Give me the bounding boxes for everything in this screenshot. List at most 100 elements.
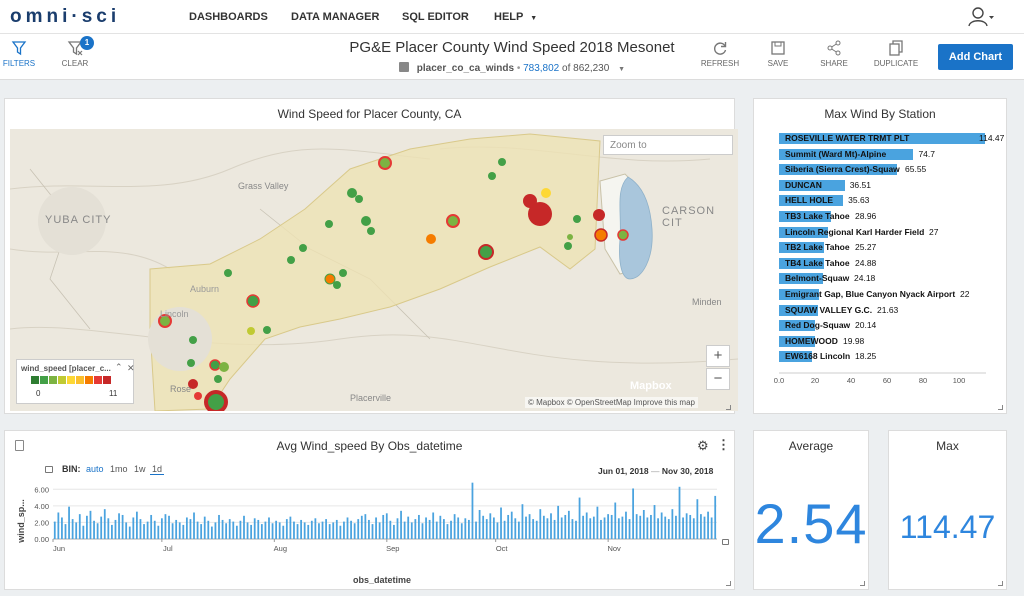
timeseries-bar[interactable] — [196, 521, 199, 539]
timeseries-bar[interactable] — [296, 524, 299, 539]
timeseries-bar[interactable] — [189, 519, 192, 539]
timeseries-bar[interactable] — [243, 515, 245, 539]
timeseries-bar[interactable] — [625, 511, 627, 539]
timeseries-bar[interactable] — [385, 513, 388, 539]
timeseries-bar[interactable] — [507, 514, 510, 539]
timeseries-bar[interactable] — [468, 519, 470, 539]
save-button[interactable]: SAVE — [748, 40, 808, 68]
timeseries-bar[interactable] — [503, 520, 506, 539]
nav-dashboards[interactable]: DASHBOARDS — [189, 11, 268, 23]
timeseries-bar[interactable] — [139, 519, 142, 539]
timeseries-bar[interactable] — [289, 516, 292, 539]
timeseries-bar[interactable] — [607, 514, 610, 539]
timeseries-bar[interactable] — [321, 521, 324, 539]
timeseries-bar[interactable] — [492, 517, 495, 539]
timeseries-bar[interactable] — [71, 519, 74, 539]
timeseries-bar[interactable] — [617, 518, 620, 539]
timeseries-bar[interactable] — [585, 512, 588, 539]
timeseries-bar[interactable] — [307, 524, 310, 539]
timeseries-bar[interactable] — [175, 519, 178, 539]
timeseries-bar[interactable] — [603, 517, 606, 539]
timeseries-bar[interactable] — [207, 520, 210, 539]
station-bar-row[interactable]: Emigrant Gap, Blue Canyon Nyack Airport 2… — [779, 289, 1004, 300]
timeseries-bar[interactable] — [375, 517, 377, 539]
timeseries-bar[interactable] — [268, 517, 270, 539]
timeseries-bar[interactable] — [235, 525, 238, 539]
timeseries-bar[interactable] — [714, 495, 717, 539]
resize-handle[interactable] — [726, 405, 731, 410]
timeseries-bar[interactable] — [257, 519, 260, 539]
more-menu-icon[interactable]: ⋮ — [717, 437, 730, 452]
timeseries-bar[interactable] — [432, 512, 435, 539]
timeseries-bar[interactable] — [364, 514, 367, 539]
timeseries-bar[interactable] — [78, 514, 81, 539]
timeseries-bar[interactable] — [132, 517, 135, 539]
timeseries-bar[interactable] — [93, 520, 95, 539]
timeseries-bar[interactable] — [89, 510, 92, 539]
timeseries-bar[interactable] — [703, 516, 706, 539]
timeseries-bar[interactable] — [389, 520, 392, 539]
timeseries-bar[interactable] — [328, 524, 331, 539]
timeseries-bar[interactable] — [96, 523, 99, 539]
timeseries-bar[interactable] — [682, 517, 684, 539]
bin-option-auto[interactable]: auto — [86, 464, 104, 474]
nav-help[interactable]: HELP ▼ — [494, 11, 537, 23]
timeseries-bar[interactable] — [53, 521, 56, 539]
timeseries-bar[interactable] — [550, 513, 552, 539]
timeseries-bar[interactable] — [100, 516, 103, 539]
timeseries-bar[interactable] — [560, 517, 563, 539]
timeseries-bar[interactable] — [218, 514, 220, 539]
timeseries-bar[interactable] — [557, 505, 560, 539]
timeseries-bar[interactable] — [700, 514, 702, 539]
timeseries-bar[interactable] — [514, 518, 517, 539]
timeseries-bar[interactable] — [371, 524, 374, 539]
zoom-out-button[interactable]: − — [706, 368, 730, 390]
timeseries-bar[interactable] — [421, 523, 424, 539]
date-range[interactable]: Jun 01, 2018 — Nov 30, 2018 — [598, 466, 713, 476]
timeseries-bar[interactable] — [532, 519, 535, 539]
timeseries-bar[interactable] — [667, 519, 670, 539]
timeseries-bar[interactable] — [546, 518, 549, 539]
timeseries-bar[interactable] — [578, 497, 581, 539]
bin-option-1d[interactable]: 1d — [150, 464, 165, 475]
filters-button[interactable]: FILTERS — [0, 40, 49, 68]
timeseries-bar[interactable] — [278, 522, 281, 539]
timeseries-bar[interactable] — [646, 517, 649, 539]
station-bar-row[interactable]: SQUAW VALLEY G.C. 21.63 — [779, 304, 1004, 316]
timeseries-bar[interactable] — [500, 507, 502, 539]
timeseries-bar[interactable] — [685, 513, 688, 539]
timeseries-bar[interactable] — [496, 522, 499, 539]
timeseries-bar[interactable] — [86, 515, 88, 539]
timeseries-bar[interactable] — [639, 515, 642, 539]
timeseries-bar[interactable] — [642, 510, 645, 539]
timeseries-bar[interactable] — [521, 504, 524, 539]
timeseries-bar[interactable] — [678, 486, 681, 539]
timeseries-bar[interactable] — [221, 519, 224, 539]
timeseries-bar[interactable] — [403, 521, 406, 539]
timeseries-bar[interactable] — [414, 519, 417, 539]
timeseries-bar[interactable] — [157, 525, 160, 539]
add-chart-button[interactable]: Add Chart — [938, 44, 1013, 70]
timeseries-bar[interactable] — [253, 518, 256, 539]
timeseries-bar[interactable] — [428, 519, 431, 539]
timeseries-bar[interactable] — [300, 519, 302, 539]
map-attribution[interactable]: © Mapbox © OpenStreetMap Improve this ma… — [525, 397, 698, 408]
timeseries-bar[interactable] — [61, 517, 63, 539]
timeseries-bar[interactable] — [453, 514, 456, 539]
timeseries-bar[interactable] — [118, 513, 120, 539]
timeseries-bar[interactable] — [575, 520, 577, 539]
table-selector[interactable]: placer_co_ca_winds • 783,802 of 862,230 … — [0, 62, 1024, 74]
resize-handle[interactable] — [726, 581, 731, 586]
timeseries-bar[interactable] — [696, 499, 699, 539]
timeseries-bar[interactable] — [136, 511, 138, 539]
timeseries-bar[interactable] — [246, 522, 249, 539]
timeseries-bar[interactable] — [528, 514, 531, 539]
timeseries-bar[interactable] — [332, 522, 335, 539]
timeseries-bar[interactable] — [339, 525, 342, 539]
timeseries-bar[interactable] — [182, 524, 185, 539]
timeseries-bar[interactable] — [314, 518, 317, 539]
timeseries-bar[interactable] — [114, 519, 117, 539]
timeseries-bar[interactable] — [350, 520, 352, 539]
bin-option-1w[interactable]: 1w — [134, 464, 146, 474]
timeseries-bar[interactable] — [710, 517, 713, 539]
